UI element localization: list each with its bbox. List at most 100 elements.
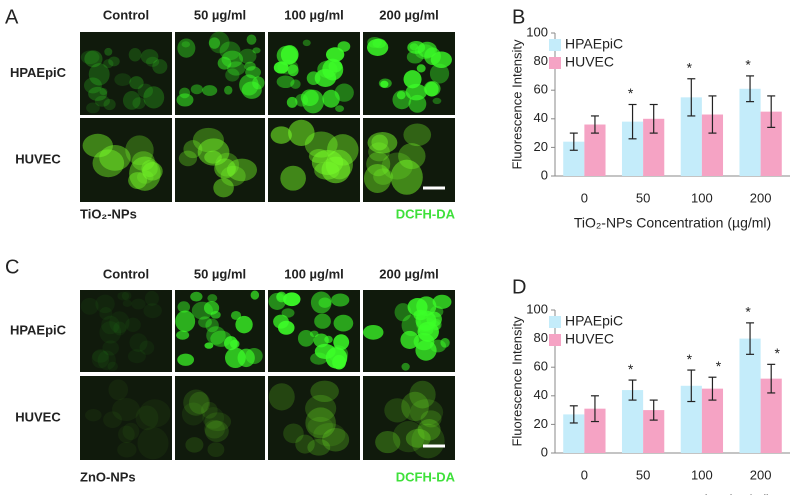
cell: [409, 380, 436, 409]
bar: [680, 97, 702, 176]
x-tick-label: 200: [750, 190, 772, 205]
cell: [203, 301, 220, 315]
cell: [238, 48, 257, 64]
cell: [280, 165, 306, 191]
x-tick-label: 100: [691, 467, 713, 482]
stain-label: DCFH-DA: [396, 469, 456, 484]
cell: [125, 135, 154, 166]
treatment-label: TiO₂-NPs: [80, 206, 137, 221]
significance-marker: *: [628, 85, 634, 101]
cell: [141, 160, 158, 178]
cell: [183, 389, 209, 416]
cell: [423, 80, 441, 97]
cell: [375, 430, 401, 454]
cell: [268, 383, 295, 411]
error-bar: [687, 369, 696, 403]
cell: [140, 49, 159, 65]
significance-marker: *: [716, 358, 722, 374]
column-header: Control: [103, 7, 149, 22]
cell: [108, 379, 129, 401]
legend-swatch: [549, 57, 561, 69]
cell: [176, 93, 194, 107]
cell: [132, 97, 146, 110]
error-bar: [746, 75, 755, 103]
cell: [178, 150, 198, 167]
error-bar: [649, 399, 658, 421]
micrograph: [80, 376, 172, 460]
y-axis-label: Fluorescence Intensity: [509, 39, 524, 170]
cell: [390, 159, 423, 195]
significance-marker: *: [687, 351, 693, 367]
cell: [333, 314, 354, 332]
cell: [197, 138, 230, 166]
cell: [317, 60, 338, 79]
cell: [201, 401, 218, 419]
legend-label: HPAEpiC: [565, 36, 623, 52]
cell: [411, 423, 445, 459]
cell: [227, 61, 246, 76]
cell: [373, 168, 394, 185]
cell: [244, 61, 256, 71]
cell: [125, 317, 141, 333]
error-bar: [649, 103, 658, 134]
cell: [95, 294, 115, 314]
cell: [192, 127, 224, 153]
y-tick-label: 80: [534, 53, 548, 68]
cell: [310, 291, 332, 314]
x-tick-label: 0: [581, 190, 588, 205]
y-tick-label: 100: [526, 24, 548, 39]
cell: [127, 349, 146, 364]
cell: [416, 64, 426, 73]
cell: [204, 342, 214, 349]
bar: [643, 410, 665, 453]
error-bar: [590, 115, 599, 134]
bar: [701, 388, 724, 453]
cell: [380, 80, 389, 88]
cell: [403, 70, 422, 89]
cell: [92, 350, 109, 363]
cell: [179, 87, 191, 99]
error-bar: [569, 405, 578, 424]
bar: [621, 121, 644, 176]
x-axis-label: TiO₂-NPs Concentration (µg/ml): [574, 215, 771, 231]
bar: [643, 118, 665, 176]
cell: [276, 292, 285, 301]
cell: [190, 291, 203, 302]
cell: [122, 91, 141, 110]
cell: [202, 407, 225, 429]
cell: [398, 143, 426, 170]
cell: [270, 126, 292, 144]
y-tick-label: 60: [534, 82, 548, 97]
cell: [372, 38, 386, 49]
cell: [99, 144, 131, 171]
bar: [680, 385, 702, 453]
cell: [175, 310, 196, 333]
cell: [367, 132, 398, 154]
cell: [142, 162, 163, 181]
cell: [286, 96, 298, 108]
error-bar: [767, 95, 776, 128]
y-tick-label: 20: [534, 416, 548, 431]
cell: [403, 123, 432, 147]
column-header: 200 µg/ml: [379, 7, 439, 22]
cell: [417, 419, 441, 441]
cell: [384, 398, 411, 423]
error-bar: [569, 132, 578, 151]
cell: [273, 61, 289, 74]
bar: [701, 114, 724, 176]
cell: [122, 422, 140, 441]
cell: [131, 151, 155, 171]
column-header: 100 µg/ml: [284, 7, 344, 22]
panel-label: C: [5, 256, 19, 278]
cell: [91, 349, 110, 369]
column-header: 200 µg/ml: [379, 266, 439, 281]
cell: [213, 178, 234, 198]
cell: [304, 131, 338, 158]
cell: [420, 410, 442, 428]
cell: [92, 149, 125, 178]
cell: [104, 47, 113, 56]
significance-marker: *: [628, 361, 634, 377]
cell: [432, 97, 442, 105]
bar: [739, 88, 761, 176]
cell: [80, 297, 99, 315]
